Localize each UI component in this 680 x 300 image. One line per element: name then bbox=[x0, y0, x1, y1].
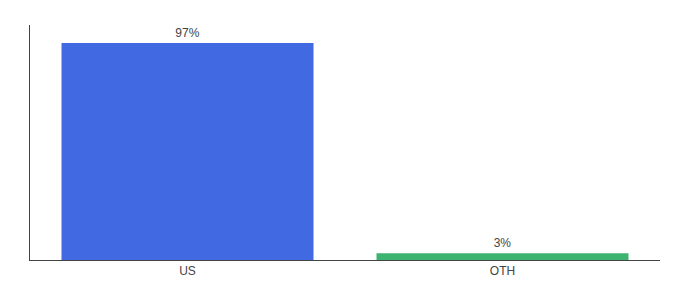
svg-text:97%: 97% bbox=[175, 26, 199, 40]
svg-text:3%: 3% bbox=[494, 236, 512, 250]
svg-text:OTH: OTH bbox=[490, 264, 515, 278]
svg-text:US: US bbox=[179, 264, 196, 278]
